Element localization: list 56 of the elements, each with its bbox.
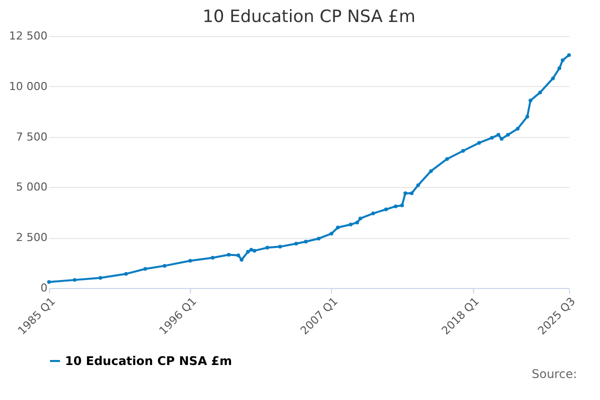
- point: [47, 280, 51, 284]
- y-tick-label: 7 500: [16, 130, 48, 144]
- point: [496, 132, 500, 137]
- point: [278, 244, 282, 249]
- y-tick-label: 0: [40, 282, 48, 294]
- chart-title: 10 Education CP NSA £m: [202, 7, 416, 27]
- point: [567, 53, 571, 58]
- point: [294, 242, 298, 246]
- point: [538, 90, 542, 94]
- y-tick-label: 5 000: [16, 180, 48, 194]
- y-tick-label: 12 500: [9, 30, 48, 42]
- point: [400, 203, 404, 208]
- point: [236, 253, 240, 258]
- point: [506, 132, 510, 137]
- point: [429, 169, 433, 173]
- source-note: Source:: [532, 367, 577, 381]
- point: [403, 191, 408, 196]
- y-tick-label: 10 000: [9, 80, 48, 93]
- point: [265, 246, 270, 250]
- point: [249, 248, 254, 252]
- point: [500, 136, 504, 141]
- point: [72, 278, 77, 282]
- point: [316, 236, 321, 240]
- point: [525, 114, 530, 119]
- point: [416, 183, 420, 188]
- point: [188, 258, 192, 263]
- point: [516, 126, 520, 131]
- point: [560, 58, 565, 62]
- point: [410, 191, 414, 196]
- point: [252, 248, 256, 253]
- point: [490, 136, 494, 140]
- point: [528, 98, 532, 102]
- point: [394, 204, 398, 208]
- point: [445, 157, 449, 161]
- point: [358, 216, 362, 220]
- point: [226, 252, 231, 257]
- point: [143, 266, 148, 271]
- point: [210, 256, 215, 260]
- point: [348, 222, 353, 226]
- point: [551, 76, 555, 80]
- point: [558, 66, 562, 70]
- legend-label: 10 Education CP NSA £m: [65, 354, 232, 368]
- point: [98, 276, 102, 280]
- point: [371, 212, 376, 216]
- point: [304, 240, 308, 244]
- point: [240, 258, 244, 262]
- point: [330, 232, 334, 236]
- point: [477, 140, 481, 145]
- point: [246, 250, 250, 254]
- point: [355, 220, 360, 224]
- point: [336, 226, 340, 230]
- point: [162, 264, 166, 268]
- point: [384, 208, 388, 212]
- point: [461, 149, 465, 153]
- y-tick-label: 2 500: [16, 231, 48, 244]
- point: [124, 272, 128, 276]
